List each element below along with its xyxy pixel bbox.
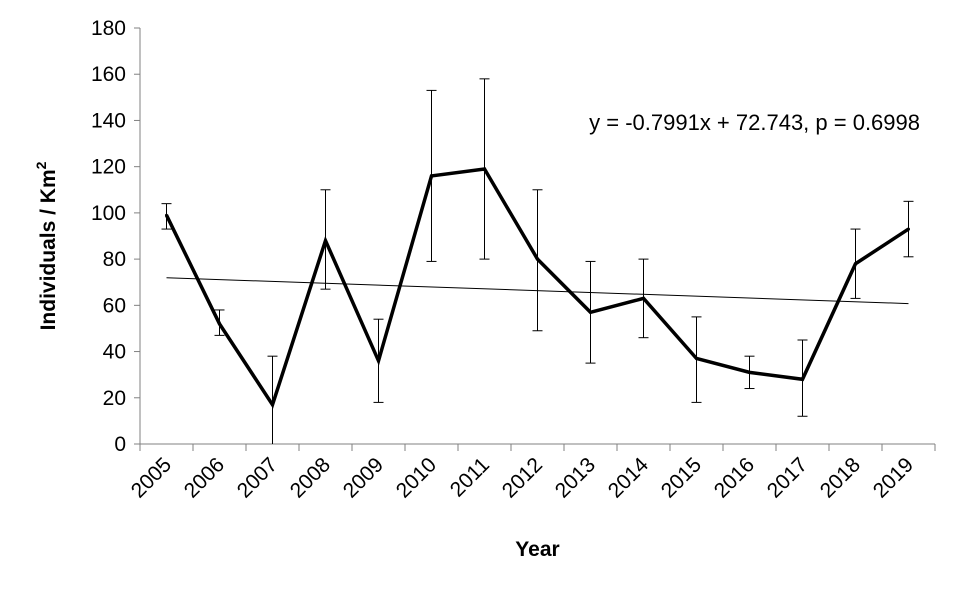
regression-annotation: y = -0.7991x + 72.743, p = 0.6998 [589, 110, 920, 135]
y-tick-label: 120 [91, 156, 126, 179]
y-axis-title: Individuals / Km2 [33, 161, 60, 330]
x-tick-label: 2017 [763, 453, 812, 502]
y-tick-label: 0 [114, 433, 126, 456]
y-tick-label: 180 [91, 17, 126, 40]
y-tick-label: 20 [103, 387, 126, 410]
x-tick-label: 2018 [816, 453, 865, 502]
x-axis-title: Year [515, 538, 559, 561]
y-tick-label: 140 [91, 109, 126, 132]
data-point [589, 310, 592, 314]
x-tick-label: 2010 [392, 453, 441, 502]
x-tick-label: 2008 [286, 453, 335, 502]
y-tick-label: 80 [103, 248, 126, 271]
y-axis-title-superscript: 2 [33, 161, 49, 169]
y-tick-label: 100 [91, 202, 126, 225]
y-axis: 0 20 40 60 80 100 120 140 160 180 [91, 17, 141, 456]
y-tick-label: 60 [103, 294, 126, 317]
data-point [271, 403, 274, 407]
x-axis: 2005 2006 2007 2008 2009 2010 2011 2012 2013 2014… [127, 443, 936, 503]
data-point [218, 322, 221, 326]
x-tick-label: 2019 [869, 453, 918, 502]
data-point [801, 377, 804, 381]
x-tick-label: 2016 [710, 453, 759, 502]
y-axis-title-text: Individuals / Km [37, 169, 60, 330]
data-point [430, 174, 433, 178]
x-tick-label: 2012 [498, 453, 547, 502]
data-point [483, 167, 486, 171]
series-group [164, 167, 910, 409]
data-point [536, 257, 539, 261]
data-point [695, 356, 698, 360]
x-tick-label: 2006 [180, 453, 229, 502]
data-point [324, 239, 327, 243]
data-point [165, 213, 168, 217]
data-point [377, 359, 380, 363]
x-tick-label: 2015 [657, 453, 706, 502]
data-point [748, 370, 751, 374]
x-tick-label: 2014 [604, 453, 654, 503]
y-tick-label: 160 [91, 63, 126, 86]
x-tick-label: 2013 [551, 453, 600, 502]
x-tick-label: 2011 [446, 453, 494, 501]
data-point [642, 296, 645, 300]
data-point [907, 227, 910, 231]
x-tick-label: 2009 [339, 453, 388, 502]
x-tick-label: 2005 [127, 453, 176, 502]
x-tick-label: 2007 [233, 453, 282, 502]
y-tick-label: 40 [103, 341, 126, 364]
data-point [854, 262, 857, 266]
